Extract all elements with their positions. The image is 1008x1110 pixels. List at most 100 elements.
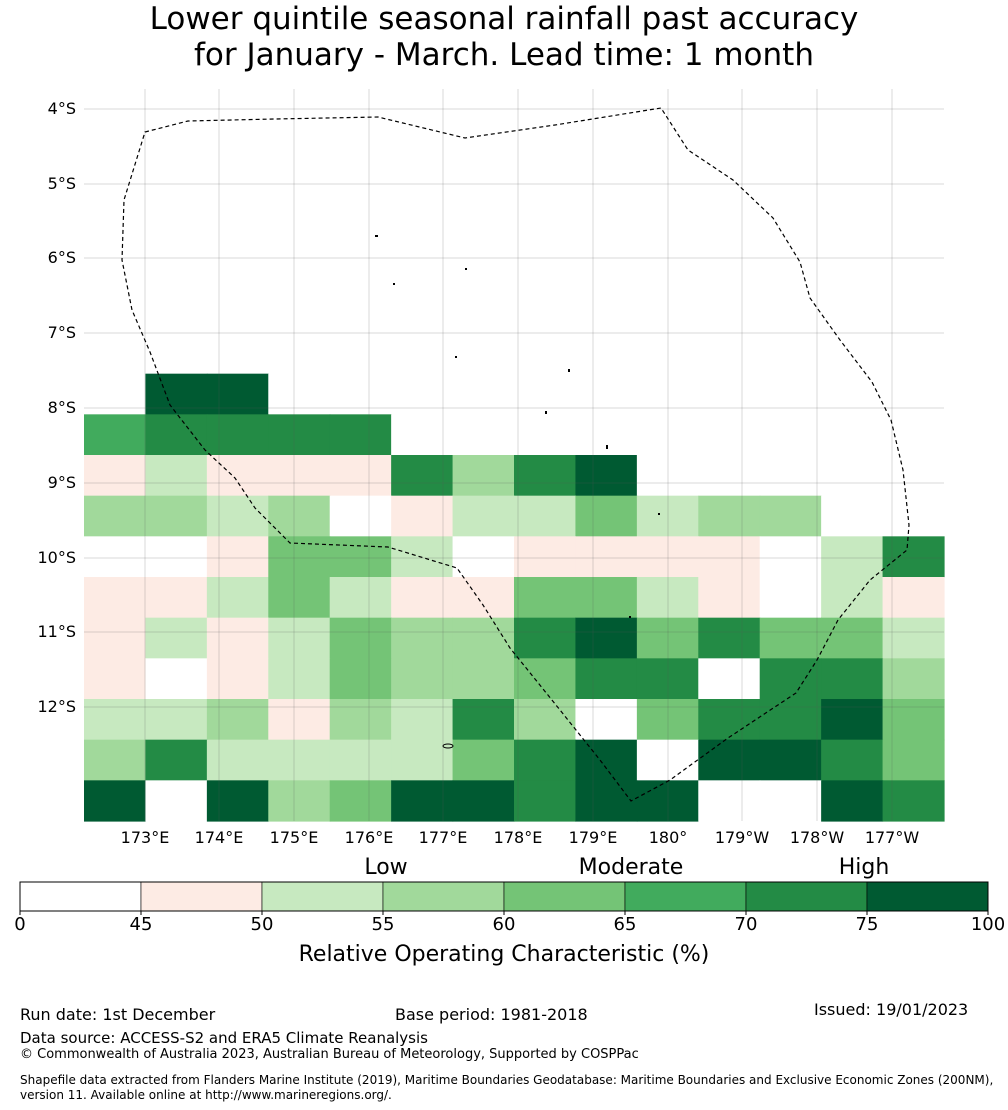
grid-cell: [329, 577, 392, 619]
roc-grid: [84, 89, 945, 822]
grid-cell: [759, 455, 822, 497]
grid-cell: [391, 251, 454, 293]
grid-cell: [575, 414, 638, 456]
grid-cell: [84, 495, 147, 537]
grid-cell: [84, 658, 147, 700]
grid-cell: [636, 739, 699, 781]
grid-cell: [268, 536, 331, 578]
grid-cell: [206, 495, 269, 537]
grid-cell: [759, 129, 822, 171]
grid-cell: [698, 455, 761, 497]
grid-cell: [698, 617, 761, 659]
grid-cell: [84, 739, 147, 781]
grid-cell: [452, 414, 515, 456]
island: [393, 283, 395, 285]
shapefile-credit: Shapefile data extracted from Flanders M…: [20, 1073, 994, 1102]
colorbar: [19, 881, 989, 915]
grid-cell: [759, 251, 822, 293]
grid-cell: [145, 658, 208, 700]
grid-cell: [821, 292, 884, 334]
data-source: Data source: ACCESS-S2 and ERA5 Climate …: [20, 1029, 428, 1047]
grid-cell: [636, 780, 699, 822]
grid-cell: [452, 658, 515, 700]
grid-cell: [759, 536, 822, 578]
colorbar-segment: [624, 881, 747, 912]
grid-cell: [821, 577, 884, 619]
grid-cell: [759, 577, 822, 619]
grid-cell: [882, 658, 945, 700]
longitude-label: 177°W: [864, 828, 920, 847]
grid-cell: [759, 373, 822, 415]
grid-cell: [84, 617, 147, 659]
grid-cell: [268, 414, 331, 456]
grid-cell: [575, 455, 638, 497]
grid-cell: [391, 699, 454, 741]
grid-cell: [206, 129, 269, 171]
grid-cell: [882, 617, 945, 659]
grid-cell: [84, 577, 147, 619]
grid-cell: [821, 414, 884, 456]
grid-cell: [575, 251, 638, 293]
grid-cell: [636, 658, 699, 700]
grid-cell: [514, 699, 577, 741]
grid-cell: [821, 251, 884, 293]
grid-cell: [452, 495, 515, 537]
grid-cell: [145, 333, 208, 375]
grid-cell: [882, 455, 945, 497]
grid-cell: [514, 455, 577, 497]
grid-cell: [329, 536, 392, 578]
grid-cell: [329, 170, 392, 212]
grid-cell: [268, 739, 331, 781]
colorbar-tick-label: 100: [970, 914, 1006, 935]
grid-cell: [206, 455, 269, 497]
grid-cell: [268, 373, 331, 415]
grid-cell: [575, 129, 638, 171]
grid-cell: [514, 211, 577, 253]
colorbar-segment: [140, 881, 263, 912]
grid-cell: [636, 414, 699, 456]
grid-cell: [206, 211, 269, 253]
grid-cell: [268, 699, 331, 741]
grid-cell: [636, 536, 699, 578]
grid-cell: [575, 211, 638, 253]
grid-cell: [391, 617, 454, 659]
category-moderate: Moderate: [578, 855, 684, 880]
colorbar-tick-label: 55: [371, 914, 395, 935]
grid-cell: [206, 658, 269, 700]
grid-cell: [84, 333, 147, 375]
grid-cell: [206, 780, 269, 822]
grid-cell: [575, 333, 638, 375]
grid-cell: [84, 373, 147, 415]
grid-cell: [636, 129, 699, 171]
island: [442, 743, 454, 749]
grid-cell: [514, 739, 577, 781]
grid-cell: [759, 89, 822, 131]
grid-cell: [821, 211, 884, 253]
grid-cell: [882, 170, 945, 212]
grid-cell: [329, 373, 392, 415]
grid-cell: [636, 495, 699, 537]
grid-cell: [391, 373, 454, 415]
grid-cell: [882, 699, 945, 741]
grid-cell: [759, 495, 822, 537]
colorbar-tick-label: 0: [14, 914, 26, 935]
grid-cell: [759, 292, 822, 334]
base-period: Base period: 1981-2018: [395, 1005, 588, 1024]
grid-cell: [882, 739, 945, 781]
grid-cell: [575, 617, 638, 659]
longitude-label: 180°: [648, 828, 688, 847]
grid-cell: [391, 739, 454, 781]
island: [465, 268, 467, 270]
grid-cell: [452, 780, 515, 822]
grid-cell: [514, 495, 577, 537]
longitude-label: 177°E: [418, 828, 468, 847]
island: [658, 513, 660, 515]
longitude-label: 174°E: [194, 828, 244, 847]
grid-cell: [636, 333, 699, 375]
longitude-label: 173°E: [120, 828, 170, 847]
grid-cell: [636, 292, 699, 334]
grid-cell: [698, 170, 761, 212]
grid-cell: [206, 292, 269, 334]
grid-cell: [206, 699, 269, 741]
grid-cell: [575, 89, 638, 131]
